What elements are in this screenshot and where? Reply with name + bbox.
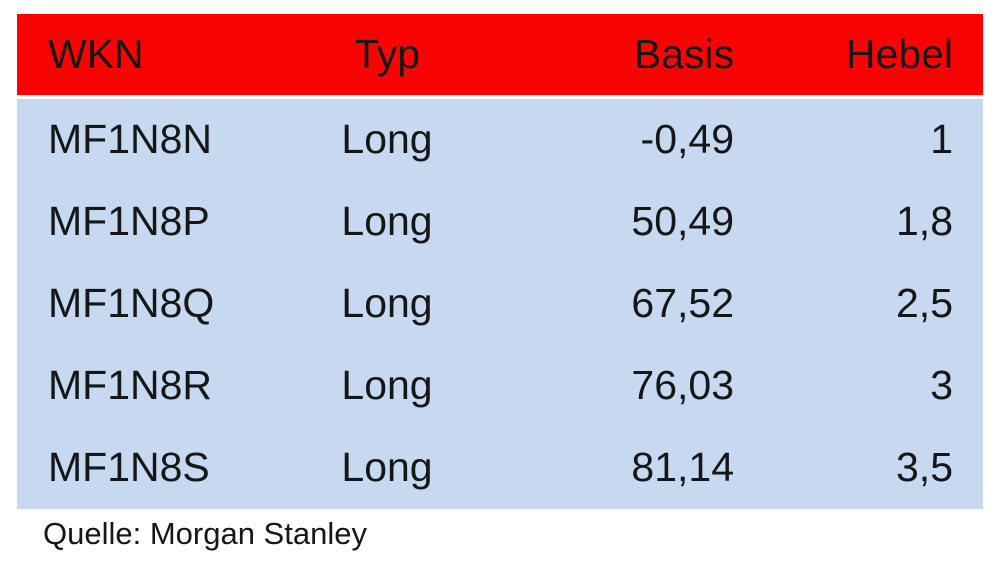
table-row: MF1N8N Long -0,49 1 bbox=[17, 99, 983, 181]
table-cell: Long bbox=[302, 263, 472, 345]
table-cell: -0,49 bbox=[472, 99, 762, 181]
table-header-row: WKN Typ Basis Hebel bbox=[17, 14, 983, 99]
table-cell: 67,52 bbox=[472, 263, 762, 345]
table-cell: 3,5 bbox=[762, 427, 983, 509]
table-cell: 1,8 bbox=[762, 181, 983, 263]
table-cell: MF1N8Q bbox=[17, 263, 302, 345]
table-row: MF1N8P Long 50,49 1,8 bbox=[17, 181, 983, 263]
table-cell: 1 bbox=[762, 99, 983, 181]
table-cell: MF1N8P bbox=[17, 181, 302, 263]
column-header-typ: Typ bbox=[302, 14, 472, 99]
column-header-wkn: WKN bbox=[17, 14, 302, 99]
table-row: MF1N8Q Long 67,52 2,5 bbox=[17, 263, 983, 345]
source-note: Quelle: Morgan Stanley bbox=[43, 516, 367, 551]
table-cell: 76,03 bbox=[472, 345, 762, 427]
table-cell: 81,14 bbox=[472, 427, 762, 509]
column-header-hebel: Hebel bbox=[762, 14, 983, 99]
table-cell: Long bbox=[302, 99, 472, 181]
table-cell: 2,5 bbox=[762, 263, 983, 345]
derivatives-table: WKN Typ Basis Hebel MF1N8N Long -0,49 1 MF1N… bbox=[17, 14, 983, 509]
table-cell: 50,49 bbox=[472, 181, 762, 263]
table-cell: MF1N8S bbox=[17, 427, 302, 509]
table-row: MF1N8R Long 76,03 3 bbox=[17, 345, 983, 427]
table-body: MF1N8N Long -0,49 1 MF1N8P Long 50,49 1,8 MF1N8Q… bbox=[17, 99, 983, 509]
table-row: MF1N8S Long 81,14 3,5 bbox=[17, 427, 983, 509]
table-cell: 3 bbox=[762, 345, 983, 427]
column-header-basis: Basis bbox=[472, 14, 762, 99]
table-cell: MF1N8R bbox=[17, 345, 302, 427]
table-cell: Long bbox=[302, 181, 472, 263]
table-cell: MF1N8N bbox=[17, 99, 302, 181]
table-cell: Long bbox=[302, 427, 472, 509]
table-cell: Long bbox=[302, 345, 472, 427]
